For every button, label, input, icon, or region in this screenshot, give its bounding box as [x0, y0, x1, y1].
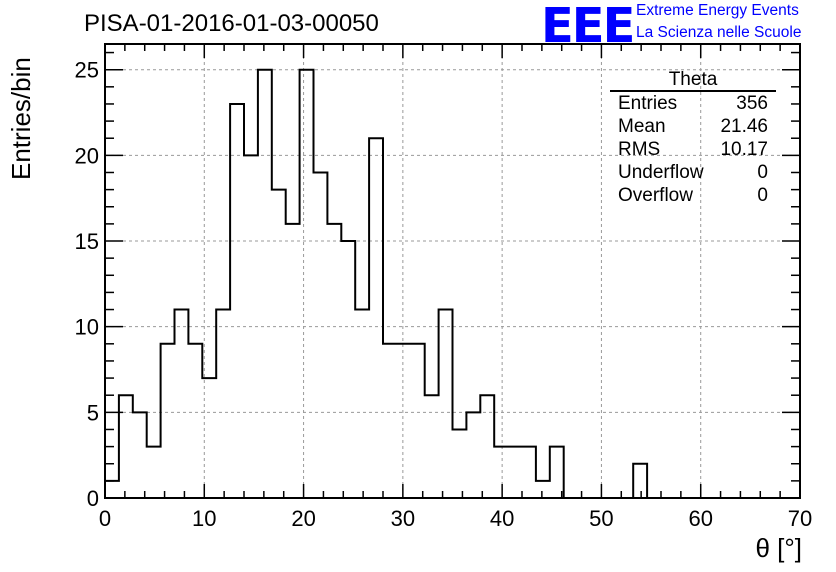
- histogram-line: [105, 68, 800, 499]
- x-tick-label: 70: [788, 506, 812, 531]
- x-tick-label: 50: [589, 506, 613, 531]
- y-tick-label: 5: [87, 400, 99, 425]
- stats-row-mean: Mean 21.46: [610, 115, 776, 138]
- stats-value: 21.46: [720, 116, 768, 137]
- stats-label: Overflow: [618, 185, 693, 206]
- y-axis-label: Entries/bin: [6, 57, 36, 180]
- y-tick-label: 20: [75, 143, 99, 168]
- eee-logo: EEE: [541, 0, 635, 54]
- stats-label: RMS: [618, 139, 661, 160]
- stats-label: Mean: [618, 116, 666, 137]
- y-tick-label: 25: [75, 58, 99, 83]
- stats-row-overflow: Overflow 0: [610, 184, 776, 207]
- stats-title: Theta: [610, 70, 776, 92]
- stats-row-rms: RMS 10.17: [610, 138, 776, 161]
- stats-box: Theta Entries 356 Mean 21.46 RMS 10.17 U…: [610, 70, 776, 207]
- stats-value: 10.17: [720, 139, 768, 160]
- tick-labels: 0 10 20 30 40 50 60 70 0 5 10 15 20 25: [75, 58, 813, 531]
- plot-frame: [104, 43, 801, 499]
- y-tick-label: 0: [87, 486, 99, 511]
- x-tick-label: 40: [490, 506, 514, 531]
- axis-ticks: [104, 44, 801, 499]
- x-tick-label: 60: [688, 506, 712, 531]
- stats-row-underflow: Underflow 0: [610, 161, 776, 184]
- stats-label: Underflow: [618, 162, 704, 183]
- x-tick-label: 30: [391, 506, 415, 531]
- x-tick-label: 20: [291, 506, 315, 531]
- x-tick-label: 10: [192, 506, 216, 531]
- stats-value: 356: [736, 93, 768, 114]
- stats-value: 0: [757, 162, 768, 183]
- x-axis-label: θ [°]: [755, 533, 802, 563]
- stats-value: 0: [757, 185, 768, 206]
- y-tick-label: 15: [75, 229, 99, 254]
- logo-subtitle-line2: La Scienza nelle Scuole: [636, 24, 802, 41]
- y-tick-label: 10: [75, 315, 99, 340]
- logo-subtitle-line1: Extreme Energy Events: [636, 2, 799, 19]
- stats-label: Entries: [618, 93, 678, 114]
- x-tick-label: 0: [99, 506, 111, 531]
- grid-lines: [105, 44, 800, 498]
- plot-title: PISA-01-2016-01-03-00050: [84, 10, 379, 37]
- stats-row-entries: Entries 356: [610, 92, 776, 115]
